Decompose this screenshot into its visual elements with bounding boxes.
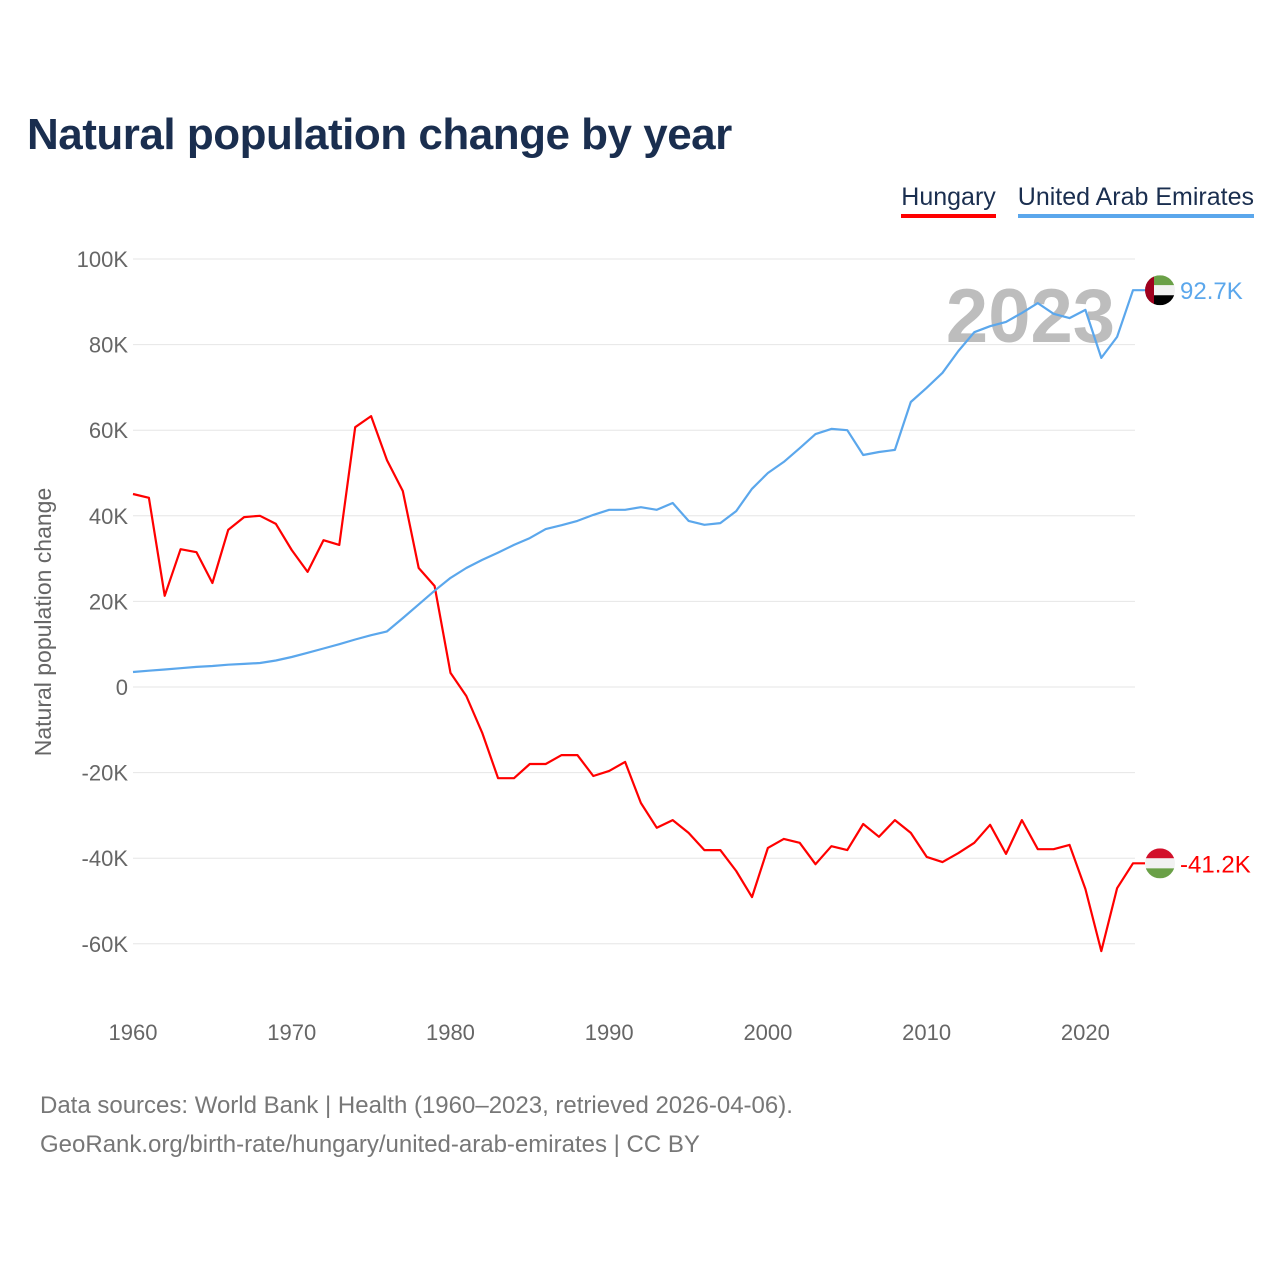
y-tick-label: 100K (77, 247, 129, 272)
y-tick-label: 20K (89, 589, 128, 614)
series-line-hungary (132, 415, 1145, 953)
footer: Data sources: World Bank | Health (1960–… (40, 1086, 793, 1164)
x-tick-label: 1980 (426, 1020, 475, 1045)
y-tick-label: -60K (82, 932, 129, 957)
x-tick-label: 2000 (743, 1020, 792, 1045)
x-tick-label: 1960 (109, 1020, 158, 1045)
source-link[interactable]: GeoRank.org/birth-rate/hungary/united-ar… (40, 1131, 700, 1158)
hungary-flag-icon (1145, 848, 1175, 879)
x-tick-label: 1970 (267, 1020, 316, 1045)
y-tick-label: 0 (116, 675, 128, 700)
year-watermark: 2023 (946, 274, 1115, 359)
y-tick-label: 80K (89, 333, 128, 358)
end-value-label: 92.7K (1180, 278, 1243, 305)
x-tick-label: 1990 (585, 1020, 634, 1045)
y-tick-label: -40K (82, 846, 129, 871)
legend: Hungary United Arab Emirates (901, 183, 1254, 218)
legend-item-hungary[interactable]: Hungary (901, 183, 996, 218)
legend-item-uae[interactable]: United Arab Emirates (1017, 183, 1254, 218)
y-tick-label: 60K (89, 418, 128, 443)
end-value-label: -41.2K (1180, 851, 1251, 878)
data-source-note: Data sources: World Bank | Health (1960–… (40, 1092, 793, 1119)
uae-flag-icon (1145, 275, 1175, 306)
series-line-uae (132, 289, 1145, 674)
x-tick-label: 2020 (1061, 1020, 1110, 1045)
y-axis-label: Natural population change (30, 488, 56, 757)
y-tick-label: 40K (89, 504, 128, 529)
chart-title: Natural population change by year (27, 110, 732, 159)
y-tick-label: -20K (82, 761, 129, 786)
x-tick-label: 2010 (902, 1020, 951, 1045)
